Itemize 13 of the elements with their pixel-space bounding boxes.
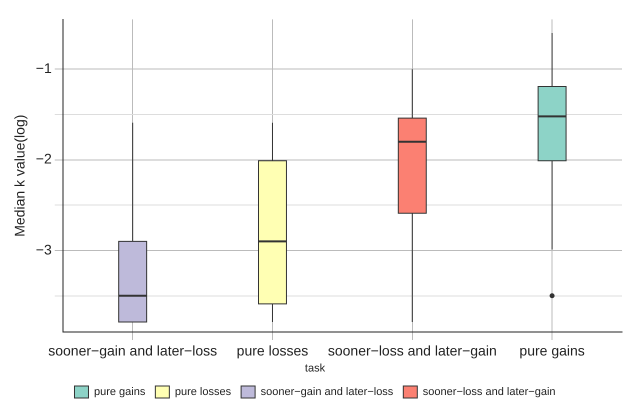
x-tick-label: sooner−loss and later−gain [328, 342, 497, 358]
legend-label: sooner−loss and later−gain [422, 386, 556, 398]
x-tick-label: pure losses [236, 342, 308, 358]
y-tick-label: −3 [36, 241, 52, 258]
y-tick-label: −2 [36, 150, 52, 167]
x-tick-label: pure gains [519, 342, 585, 358]
legend-label: pure gains [94, 386, 146, 398]
x-tick-label: sooner−gain and later−loss [48, 342, 218, 358]
y-axis-title: Median k value(log) [11, 114, 28, 237]
y-tick-label: −1 [36, 60, 52, 76]
legend-label: pure losses [174, 386, 232, 398]
legend-title: task [304, 362, 326, 374]
legend-label: sooner−gain and later−loss [260, 386, 394, 398]
